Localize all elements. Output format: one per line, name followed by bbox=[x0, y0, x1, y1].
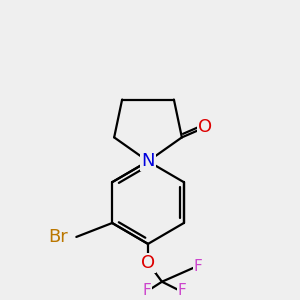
Text: N: N bbox=[141, 152, 155, 170]
Text: Br: Br bbox=[49, 228, 68, 246]
Text: F: F bbox=[194, 259, 202, 274]
Text: O: O bbox=[198, 118, 212, 136]
Text: F: F bbox=[178, 283, 186, 298]
Text: F: F bbox=[142, 283, 152, 298]
Text: O: O bbox=[141, 254, 155, 272]
